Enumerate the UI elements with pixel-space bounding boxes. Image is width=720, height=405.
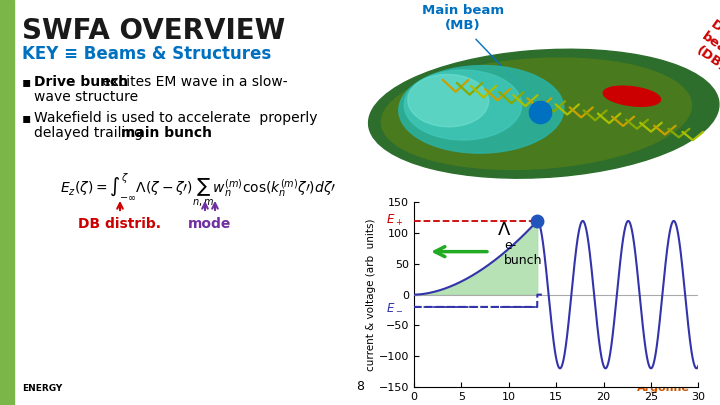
Y-axis label: current & voltage (arb  units): current & voltage (arb units) xyxy=(366,218,376,371)
Ellipse shape xyxy=(399,66,564,153)
Text: ▪: ▪ xyxy=(22,75,32,89)
Text: KEY ≡ Beams & Structures: KEY ≡ Beams & Structures xyxy=(22,45,271,63)
Text: excites EM wave in a slow-: excites EM wave in a slow- xyxy=(98,75,287,89)
Text: $\Lambda$: $\Lambda$ xyxy=(497,221,511,239)
Text: DB distrib.: DB distrib. xyxy=(78,217,161,231)
Text: Drive bunch: Drive bunch xyxy=(34,75,128,89)
Text: SWFA OVERVIEW: SWFA OVERVIEW xyxy=(22,17,285,45)
Ellipse shape xyxy=(408,75,489,127)
Text: delayed trailing: delayed trailing xyxy=(34,126,148,140)
Text: ▪: ▪ xyxy=(22,111,32,125)
Text: Drive
beam
(DB): Drive beam (DB) xyxy=(690,17,720,77)
Text: Wakefield is used to accelerate  properly: Wakefield is used to accelerate properly xyxy=(34,111,318,125)
Text: mode: mode xyxy=(189,217,232,231)
Text: Argonne: Argonne xyxy=(637,383,690,393)
Text: wave structure: wave structure xyxy=(34,90,138,104)
Text: main bunch: main bunch xyxy=(121,126,212,140)
Ellipse shape xyxy=(603,86,660,106)
Text: $E_+$: $E_+$ xyxy=(386,213,402,228)
Ellipse shape xyxy=(369,49,719,178)
Text: e-
bunch: e- bunch xyxy=(504,239,543,267)
Bar xyxy=(0,0,14,405)
Text: $E_z(\zeta) = \int_{-\infty}^{\zeta} \Lambda(\zeta - \zeta\prime)\sum_{n,m} w_n^: $E_z(\zeta) = \int_{-\infty}^{\zeta} \La… xyxy=(60,172,336,209)
Text: Main beam
(MB): Main beam (MB) xyxy=(422,4,504,32)
Text: ENERGY: ENERGY xyxy=(22,384,62,393)
Text: $E_-$: $E_-$ xyxy=(385,301,402,313)
Text: 8: 8 xyxy=(356,380,364,393)
Ellipse shape xyxy=(382,58,691,169)
Ellipse shape xyxy=(404,70,522,140)
